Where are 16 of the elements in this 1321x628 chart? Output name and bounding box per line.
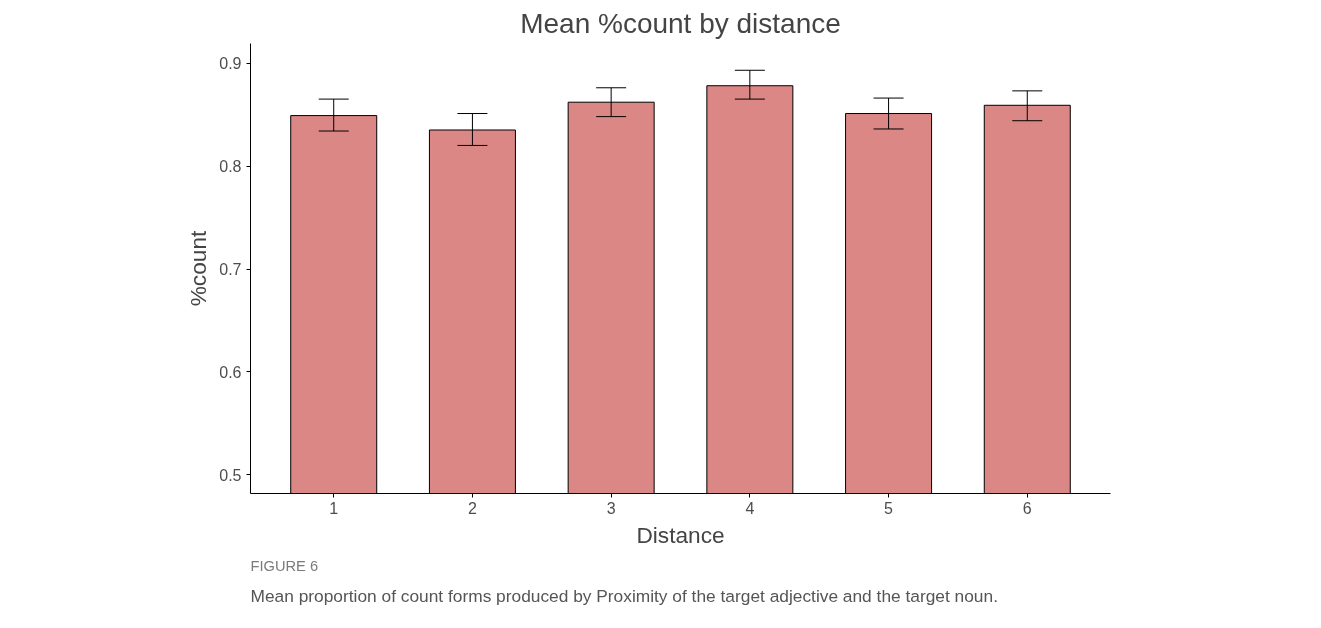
y-tick-label: 0.5 [219,466,242,484]
x-tick-label: 4 [745,499,755,517]
x-tick-label: 2 [467,499,477,517]
text: Mean proportion of count forms produced by Proximity of the target adjective and the target noun. [250,585,998,606]
x-tick-label: 1 [329,499,339,517]
y-tick-label: 0.9 [219,55,242,73]
y-tick-label: 0.6 [219,363,242,381]
y-tick-label: 0.7 [219,261,242,279]
chart-title: Mean %count by distance [520,7,841,39]
x-tick-label: 5 [884,499,894,517]
x-axis-title: Distance [636,521,725,548]
y-axis-title: %count [185,230,212,307]
x-tick-label: 6 [1022,499,1032,517]
caption: FIGURE 6 [250,557,319,574]
x-tick-label: 3 [606,499,616,517]
y-tick-label: 0.8 [219,158,242,176]
